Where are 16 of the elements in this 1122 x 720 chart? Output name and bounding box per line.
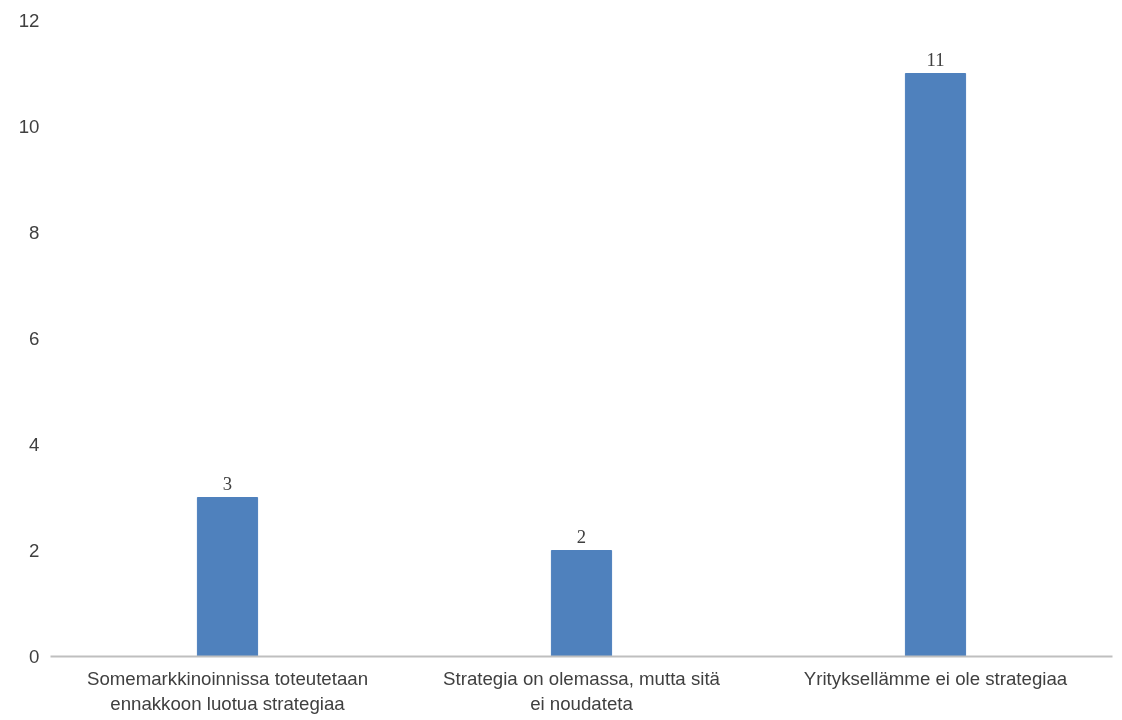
y-tick-label: 12 (18, 10, 40, 31)
y-tick-label: 2 (29, 540, 40, 561)
y-tick-label: 8 (29, 222, 40, 243)
y-tick-label: 6 (29, 328, 40, 349)
data-label: 3 (222, 472, 233, 494)
bar (550, 550, 613, 657)
data-label: 11 (926, 48, 945, 70)
bar (904, 73, 967, 657)
y-tick-label: 4 (29, 434, 40, 455)
y-tick-label: 0 (29, 646, 40, 667)
y-tick-label: 10 (18, 116, 40, 137)
x-tick-label: Somemarkkinoinnissa toteutetaan ennakkoon luotua strategiaa (86, 667, 369, 714)
x-tick-label: Strategia on olemassa, mutta sitä ei noudateta (443, 667, 721, 714)
bar (196, 497, 259, 657)
x-tick-label: Yrityksellämme ei ole strategiaa (803, 667, 1068, 689)
data-label: 2 (576, 525, 587, 547)
